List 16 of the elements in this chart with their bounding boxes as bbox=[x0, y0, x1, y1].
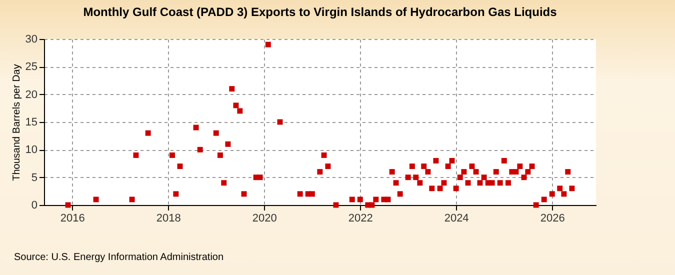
x-tick-label: 2026 bbox=[540, 212, 565, 224]
y-tick-label: 0 bbox=[31, 200, 38, 212]
source-note: Source: U.S. Energy Information Administration bbox=[14, 252, 224, 263]
y-axis-title: Thousand Barrels per Day bbox=[11, 64, 22, 181]
y-tick-label: 15 bbox=[25, 116, 38, 128]
y-tick-label: 30 bbox=[25, 34, 38, 46]
x-tick-label: 2022 bbox=[348, 212, 373, 224]
y-tick-label: 5 bbox=[31, 172, 38, 184]
y-tick-label: 20 bbox=[25, 88, 38, 101]
x-tick-label: 2024 bbox=[444, 212, 469, 224]
chart-title: Monthly Gulf Coast (PADD 3) Exports to Virgin Islands of Hydrocarbon Gas Liquids bbox=[83, 5, 558, 19]
x-tick-label: 2020 bbox=[252, 212, 277, 224]
y-tick-label: 10 bbox=[25, 144, 38, 156]
x-tick-label: 2016 bbox=[60, 212, 85, 224]
y-tick-label: 25 bbox=[25, 61, 38, 74]
x-tick-label: 2018 bbox=[156, 212, 181, 224]
